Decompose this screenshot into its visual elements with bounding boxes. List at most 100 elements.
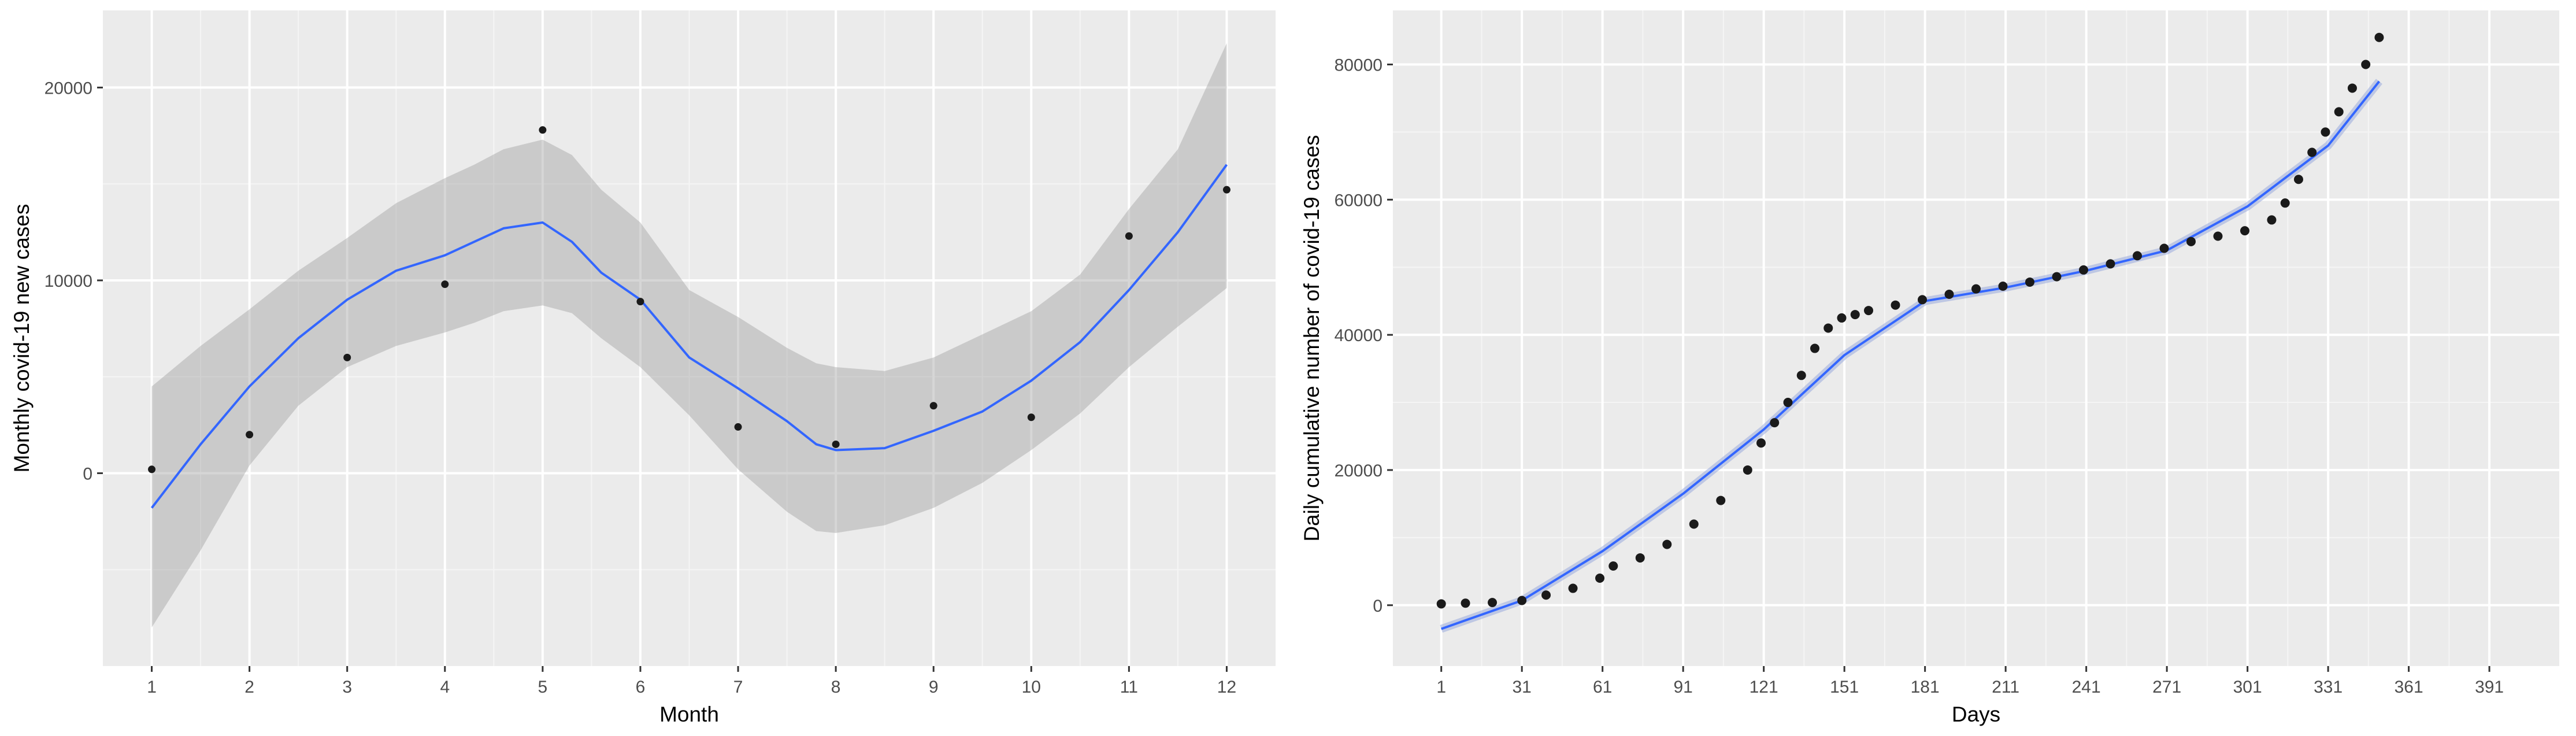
data-point [1125, 232, 1133, 240]
x-axis-label: Days [1952, 702, 2000, 726]
data-point [1716, 495, 1726, 505]
x-tick-label: 10 [1022, 678, 1041, 697]
data-point [2347, 83, 2357, 93]
x-tick-label: 9 [929, 678, 939, 697]
x-tick-label: 4 [440, 678, 450, 697]
data-point [1743, 465, 1752, 475]
data-point [2078, 265, 2088, 275]
data-point [1770, 418, 1780, 428]
data-point [1436, 599, 1446, 609]
chart-cumulative-cases: 1 31 61 91 121 151 181 211 241 271 301 331 361 391 0 20… [1300, 10, 2559, 726]
x-tick-label: 301 [2233, 678, 2262, 697]
data-point [1796, 371, 1806, 380]
y-axis-label: Daily cumulative number of covid-19 case… [1300, 135, 1324, 541]
y-tick-label: 40000 [1335, 326, 1382, 345]
data-point [1971, 284, 1981, 294]
data-point [1595, 574, 1605, 583]
data-point [2025, 277, 2034, 287]
y-tick-label: 0 [83, 464, 92, 483]
x-tick-label: 151 [1830, 678, 1859, 697]
x-tick-label: 331 [2314, 678, 2343, 697]
data-point [1662, 539, 1672, 549]
data-point [148, 465, 156, 474]
x-tick-label: 12 [1217, 678, 1236, 697]
y-tick-label: 20000 [1335, 461, 1382, 480]
x-tick-label: 181 [1911, 678, 1940, 697]
data-point [2052, 272, 2062, 282]
x-tick-label: 7 [733, 678, 743, 697]
data-point [1517, 596, 1527, 605]
data-point [2106, 259, 2115, 269]
data-point [929, 402, 937, 410]
data-point [1944, 290, 1954, 299]
data-point [1608, 561, 1618, 571]
data-point [832, 440, 840, 448]
data-point [1635, 553, 1645, 563]
x-tick-label: 121 [1750, 678, 1778, 697]
data-point [343, 353, 351, 361]
x-tick-label: 5 [538, 678, 548, 697]
data-point [1756, 438, 1766, 448]
data-point [734, 423, 742, 431]
x-tick-label: 31 [1513, 678, 1532, 697]
x-tick-label: 91 [1673, 678, 1692, 697]
x-tick-label: 8 [831, 678, 841, 697]
x-tick-label: 2 [244, 678, 254, 697]
data-point [2280, 198, 2290, 208]
data-point [441, 280, 449, 289]
data-point [2159, 243, 2169, 253]
data-point [1850, 310, 1860, 320]
x-tick-label: 361 [2395, 678, 2423, 697]
data-point [1027, 413, 1035, 421]
confidence-band [151, 43, 1227, 628]
data-point [1461, 598, 1470, 608]
data-point [2334, 107, 2344, 117]
data-point [1568, 583, 1578, 593]
data-point [1864, 306, 1874, 316]
x-tick-label: 271 [2152, 678, 2181, 697]
data-point [1541, 590, 1551, 600]
y-tick-label: 10000 [45, 272, 92, 291]
x-tick-label: 6 [636, 678, 646, 697]
data-point [1918, 295, 1928, 305]
x-tick-label: 1 [147, 678, 157, 697]
y-tick-label: 20000 [45, 79, 92, 98]
data-point [246, 431, 254, 439]
x-tick-label: 11 [1120, 678, 1138, 697]
data-point [2240, 226, 2249, 236]
y-tick-label: 0 [1373, 597, 1382, 616]
data-point [1689, 519, 1699, 529]
y-tick-label: 60000 [1335, 191, 1382, 210]
data-point [539, 126, 547, 134]
data-point [1783, 398, 1793, 408]
data-point [2307, 147, 2317, 157]
data-point [1222, 186, 1230, 194]
x-axis-label: Month [659, 702, 719, 726]
data-point [1488, 598, 1498, 608]
x-tick-label: 241 [2072, 678, 2101, 697]
data-point [2186, 236, 2196, 246]
data-point [1837, 313, 1847, 323]
y-axis-label: Monthly covid-19 new cases [10, 204, 34, 473]
x-tick-label: 61 [1593, 678, 1612, 697]
data-point [636, 298, 644, 306]
data-point [2213, 231, 2223, 241]
data-point [1810, 343, 1820, 353]
x-tick-label: 1 [1436, 678, 1446, 697]
data-point [2374, 32, 2384, 42]
smooth-fit-line [150, 164, 1228, 509]
data-point [1823, 323, 1833, 333]
data-point [2267, 215, 2277, 225]
y-tick-label: 80000 [1335, 56, 1382, 75]
data-point [2361, 60, 2371, 69]
x-tick-label: 3 [342, 678, 352, 697]
data-point [2293, 175, 2303, 184]
data-point [2132, 251, 2142, 261]
data-point [1998, 281, 2008, 291]
x-tick-label: 211 [1992, 678, 2019, 697]
data-point [2321, 127, 2330, 137]
x-tick-label: 391 [2475, 678, 2504, 697]
